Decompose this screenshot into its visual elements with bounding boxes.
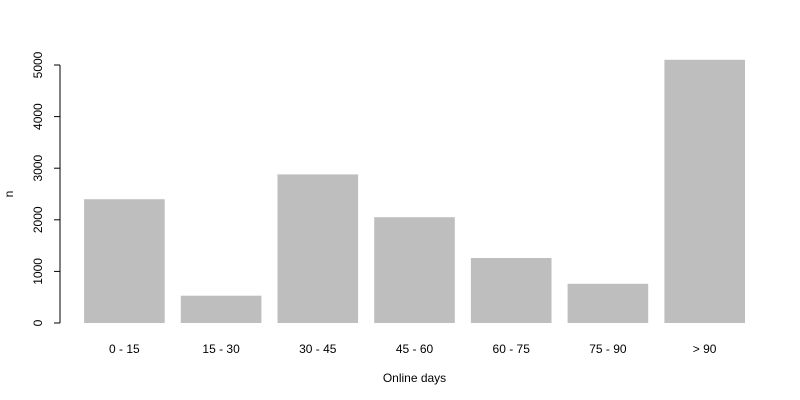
- x-tick-label: 0 - 15: [109, 342, 140, 356]
- bar: [374, 217, 455, 323]
- x-axis-title: Online days: [383, 371, 446, 385]
- x-tick-label: 75 - 90: [589, 342, 627, 356]
- y-tick-label: 1000: [31, 258, 45, 285]
- x-axis-labels: 0 - 15 15 - 30 30 - 45 45 - 60 60 - 75 75 - 9…: [109, 342, 717, 356]
- x-tick-label: 60 - 75: [493, 342, 531, 356]
- bar: [470, 258, 552, 323]
- y-axis: 0 1000 2000 3000 4000 5000: [31, 51, 61, 326]
- bar: [277, 174, 359, 323]
- x-tick-label: 30 - 45: [299, 342, 337, 356]
- bar: [180, 295, 262, 323]
- bar: [84, 199, 165, 323]
- y-tick-label: 3000: [31, 155, 45, 182]
- y-axis-title: n: [2, 191, 16, 198]
- x-tick-label: 15 - 30: [202, 342, 240, 356]
- bar: [567, 283, 649, 323]
- y-tick-label: 2000: [31, 206, 45, 233]
- bar: [664, 59, 745, 324]
- bars-group: [84, 59, 745, 324]
- x-tick-label: > 90: [693, 342, 717, 356]
- y-tick-label: 4000: [31, 103, 45, 130]
- y-tick-label: 5000: [31, 51, 45, 78]
- x-tick-label: 45 - 60: [396, 342, 434, 356]
- y-tick-label: 0: [31, 319, 45, 326]
